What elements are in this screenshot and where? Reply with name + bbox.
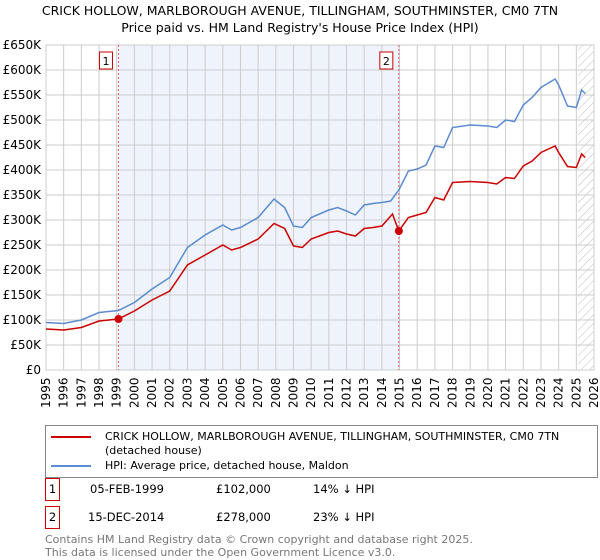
property-price-line — [45, 145, 586, 331]
x-tick-label: 2008 — [269, 377, 283, 408]
sale-row: 2 15-DEC-2014 £278,000 23% ↓ HPI — [45, 506, 595, 530]
sale-price: £102,000 — [216, 482, 271, 496]
y-tick-label: £150K — [3, 288, 43, 302]
y-tick-label: £250K — [3, 238, 43, 252]
legend-label-property: CRICK HOLLOW, MARLBOROUGH AVENUE, TILLIN… — [105, 430, 560, 457]
sale-marker-box — [98, 51, 113, 70]
x-tick-label: 2016 — [410, 377, 424, 408]
x-tick-label: 1997 — [74, 377, 88, 408]
legend-label-hpi: HPI: Average price, detached house, Mald… — [105, 459, 349, 472]
hpi-line — [45, 77, 586, 325]
x-tick-label: 1999 — [110, 377, 124, 408]
footer: Contains HM Land Registry data © Crown c… — [45, 533, 595, 559]
y-tick-label: £300K — [3, 213, 43, 227]
sale-hpi-diff: 14% ↓ HPI — [313, 482, 375, 496]
x-tick-label: 2021 — [499, 377, 513, 408]
x-tick-label: 1995 — [39, 377, 53, 408]
sale-point — [114, 315, 123, 323]
sale-marker-label: 1 — [102, 55, 109, 68]
x-tick-label: 2003 — [180, 377, 194, 408]
footer-copyright: Contains HM Land Registry data © Crown c… — [45, 533, 473, 546]
chart-subtitle: Price paid vs. HM Land Registry's House … — [121, 20, 479, 35]
legend: CRICK HOLLOW, MARLBOROUGH AVENUE, TILLIN… — [45, 425, 598, 478]
plot-frame — [45, 44, 595, 371]
x-tick-label: 2004 — [198, 377, 212, 408]
y-tick-label: £450K — [3, 138, 43, 152]
y-tick-label: £400K — [3, 163, 43, 177]
x-tick-label: 2009 — [286, 377, 300, 408]
x-tick-label: 2006 — [233, 377, 247, 408]
x-tick-label: 2000 — [127, 377, 141, 408]
y-tick-label: £350K — [3, 188, 43, 202]
x-tick-label: 2019 — [463, 377, 477, 408]
x-tick-label: 2001 — [145, 377, 159, 408]
x-tick-label: 2005 — [216, 377, 230, 408]
sale-date: 05-FEB-1999 — [90, 482, 164, 496]
sale-point — [394, 227, 403, 235]
y-tick-label: £500K — [3, 113, 43, 127]
ownership-shading — [118, 45, 399, 370]
sale-hpi-diff: 23% ↓ HPI — [313, 510, 375, 524]
x-tick-label: 2015 — [393, 377, 407, 408]
sale-row: 1 05-FEB-1999 £102,000 14% ↓ HPI — [45, 478, 595, 502]
x-tick-label: 2025 — [569, 377, 583, 408]
y-tick-label: £100K — [3, 313, 43, 327]
x-tick-label: 2023 — [534, 377, 548, 408]
x-tick-label: 2024 — [552, 377, 566, 408]
x-tick-label: 2011 — [322, 377, 336, 408]
y-tick-label: £550K — [3, 88, 43, 102]
x-tick-label: 2018 — [446, 377, 460, 408]
y-tick-label: £0 — [26, 363, 41, 377]
y-tick-label: £600K — [3, 63, 43, 77]
x-tick-label: 2020 — [481, 377, 495, 408]
sale-marker-badge: 1 — [45, 478, 60, 501]
y-tick-label: £650K — [3, 38, 43, 52]
legend-swatch-property — [51, 436, 91, 438]
sale-date: 15-DEC-2014 — [88, 510, 165, 524]
sale-marker-box — [379, 51, 394, 70]
x-tick-label: 2010 — [304, 377, 318, 408]
sale-marker-label: 2 — [383, 55, 390, 68]
forecast-hatch — [578, 45, 594, 370]
x-tick-label: 2007 — [251, 377, 265, 408]
sale-price: £278,000 — [216, 510, 271, 524]
footer-licence: This data is licensed under the Open Gov… — [45, 546, 396, 559]
x-tick-label: 2014 — [375, 377, 389, 408]
legend-swatch-hpi — [51, 465, 91, 467]
x-tick-label: 2013 — [357, 377, 371, 408]
sale-marker-badge: 2 — [45, 506, 60, 529]
x-tick-label: 2012 — [340, 377, 354, 408]
price-chart: 1995 1996 1997 1998 1999 2000 2001 2002 2003 2004… — [3, 38, 600, 408]
x-tick-label: 2026 — [587, 377, 600, 408]
x-tick-label: 2017 — [428, 377, 442, 408]
x-tick-label: 2022 — [516, 377, 530, 408]
chart-title: CRICK HOLLOW, MARLBOROUGH AVENUE, TILLIN… — [41, 3, 559, 18]
x-tick-label: 1996 — [57, 377, 71, 408]
y-tick-label: £50K — [10, 338, 42, 352]
x-tick-label: 1998 — [92, 377, 106, 408]
x-tick-label: 2002 — [163, 377, 177, 408]
y-tick-label: £200K — [3, 263, 43, 277]
